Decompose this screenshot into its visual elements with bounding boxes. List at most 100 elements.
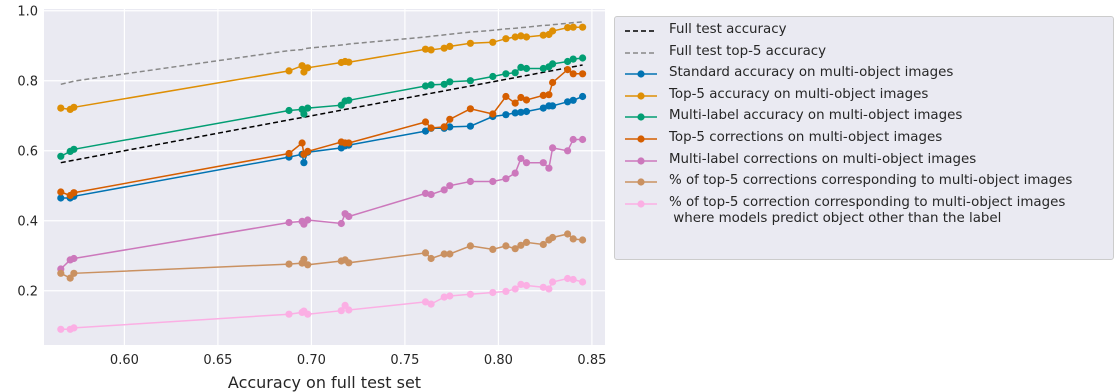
data-point — [517, 63, 525, 71]
series-4 — [57, 54, 587, 160]
legend-swatch — [625, 135, 657, 143]
data-point — [427, 300, 435, 308]
series-line — [60, 64, 583, 164]
data-point — [579, 92, 587, 101]
data-point — [502, 92, 510, 101]
data-point — [517, 32, 525, 40]
data-point — [57, 325, 65, 333]
data-point — [549, 60, 557, 68]
data-point — [539, 159, 547, 167]
data-point — [70, 269, 78, 277]
data-point — [522, 64, 531, 73]
data-point — [337, 307, 345, 315]
legend-label: Full test accuracy — [669, 22, 787, 37]
legend-label: Standard accuracy on multi-object images — [669, 65, 954, 81]
x-tick-label: 0.75 — [390, 353, 419, 368]
data-point — [564, 230, 572, 238]
data-point — [440, 186, 448, 194]
data-point — [57, 194, 65, 202]
data-point — [502, 287, 510, 295]
data-point — [57, 188, 65, 196]
x-tick-label: 0.70 — [297, 353, 326, 368]
x-tick-label: 0.80 — [484, 353, 513, 368]
data-point — [304, 64, 312, 72]
data-point — [502, 111, 510, 119]
data-point — [545, 91, 553, 99]
data-point — [517, 154, 525, 163]
data-point — [579, 54, 587, 62]
data-point — [466, 122, 474, 130]
data-point — [446, 292, 454, 300]
x-axis-label: Accuracy on full test set — [228, 373, 421, 392]
data-point — [579, 236, 587, 244]
data-point — [285, 149, 293, 158]
data-point — [285, 106, 293, 115]
data-point — [569, 70, 577, 78]
data-point — [489, 38, 497, 46]
data-point — [569, 275, 577, 284]
data-point — [285, 218, 293, 227]
data-point — [502, 242, 510, 250]
data-point — [440, 44, 448, 52]
data-point — [285, 310, 293, 318]
data-point — [522, 96, 531, 104]
data-point — [502, 175, 510, 183]
legend-swatch — [625, 156, 657, 165]
data-point — [579, 23, 587, 31]
data-point — [427, 254, 435, 263]
data-point — [446, 250, 454, 258]
grid-lines — [44, 9, 605, 345]
data-point — [466, 290, 474, 298]
data-point — [539, 64, 547, 73]
data-point — [511, 245, 519, 253]
series-0 — [60, 64, 583, 164]
data-point — [440, 80, 448, 88]
data-point — [489, 177, 497, 186]
data-point — [545, 285, 553, 293]
data-point — [446, 182, 454, 190]
data-point — [517, 241, 525, 249]
legend-item: Standard accuracy on multi-object images — [621, 65, 1113, 87]
data-point — [421, 82, 430, 90]
legend-swatch — [625, 70, 657, 78]
data-point — [539, 104, 547, 112]
data-point — [579, 135, 587, 144]
data-point — [466, 39, 474, 47]
data-point — [539, 240, 547, 249]
data-point — [502, 35, 510, 43]
legend-label: % of top-5 corrections corresponding to … — [669, 173, 1073, 189]
legend-item: Multi-label corrections on multi-object … — [621, 152, 1113, 174]
data-point — [564, 57, 572, 66]
data-point — [522, 238, 531, 246]
data-point — [300, 110, 308, 118]
series-layer — [57, 21, 587, 333]
series-1 — [60, 21, 583, 86]
legend: Full test accuracy Full test top-5 accura… — [614, 16, 1114, 260]
plot-background — [44, 9, 605, 345]
data-point — [427, 46, 435, 54]
legend-swatch — [625, 51, 657, 54]
legend-label: Top-5 accuracy on multi-object images — [669, 86, 929, 102]
data-point — [502, 70, 510, 78]
data-point — [539, 31, 547, 39]
data-point — [285, 67, 293, 75]
data-point — [421, 127, 430, 135]
data-point — [345, 306, 353, 314]
data-point — [549, 233, 557, 242]
data-point — [446, 42, 454, 51]
legend-item: Full test top-5 accuracy — [621, 44, 1113, 66]
data-point — [298, 139, 306, 147]
data-point — [549, 27, 557, 35]
legend-swatch — [625, 30, 657, 32]
data-point — [421, 298, 430, 306]
data-point — [549, 278, 557, 286]
data-point — [304, 216, 312, 224]
series-5 — [57, 66, 587, 200]
data-point — [539, 283, 547, 291]
data-point — [57, 104, 65, 112]
data-point — [421, 118, 430, 126]
data-point — [337, 219, 345, 228]
data-point — [70, 254, 78, 263]
legend-item: Full test accuracy — [621, 22, 1113, 44]
legend-label: Top-5 corrections on multi-object images — [669, 129, 943, 145]
